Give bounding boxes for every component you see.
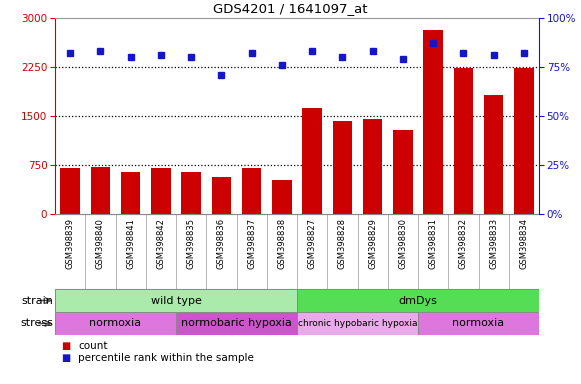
Bar — [484, 95, 504, 214]
Text: count: count — [78, 341, 107, 351]
Text: normoxia: normoxia — [89, 318, 142, 328]
Text: chronic hypobaric hypoxia: chronic hypobaric hypoxia — [297, 319, 417, 328]
Bar — [302, 108, 322, 214]
Text: GSM398830: GSM398830 — [399, 218, 407, 269]
Bar — [176, 312, 297, 335]
Text: GSM398828: GSM398828 — [338, 218, 347, 269]
Bar — [121, 172, 141, 214]
Bar — [332, 121, 352, 214]
Bar — [91, 167, 110, 214]
Bar — [418, 312, 539, 335]
Text: GSM398832: GSM398832 — [459, 218, 468, 269]
Text: GSM398841: GSM398841 — [126, 218, 135, 269]
Text: strain: strain — [21, 296, 53, 306]
Text: normobaric hypoxia: normobaric hypoxia — [181, 318, 292, 328]
Bar — [514, 68, 534, 214]
Text: GSM398842: GSM398842 — [156, 218, 166, 269]
Text: GSM398837: GSM398837 — [247, 218, 256, 269]
Text: wild type: wild type — [150, 296, 202, 306]
Text: GSM398836: GSM398836 — [217, 218, 226, 269]
Bar — [181, 172, 201, 214]
Text: normoxia: normoxia — [453, 318, 504, 328]
Text: GSM398834: GSM398834 — [519, 218, 528, 269]
Bar — [297, 289, 539, 312]
Text: percentile rank within the sample: percentile rank within the sample — [78, 353, 254, 363]
Bar — [55, 312, 176, 335]
Bar — [211, 177, 231, 214]
Text: GSM398833: GSM398833 — [489, 218, 498, 269]
Text: GSM398838: GSM398838 — [277, 218, 286, 269]
Text: dmDys: dmDys — [399, 296, 437, 306]
Text: GSM398827: GSM398827 — [307, 218, 317, 269]
Bar — [454, 68, 473, 214]
Bar — [363, 119, 382, 214]
Text: GSM398835: GSM398835 — [187, 218, 196, 269]
Bar — [297, 312, 418, 335]
Bar — [60, 168, 80, 214]
Bar — [242, 167, 261, 214]
Text: ■: ■ — [61, 353, 70, 363]
Bar — [272, 180, 292, 214]
Text: GDS4201 / 1641097_at: GDS4201 / 1641097_at — [213, 3, 368, 15]
Text: GSM398840: GSM398840 — [96, 218, 105, 269]
Bar — [55, 289, 297, 312]
Bar — [393, 131, 413, 214]
Text: GSM398829: GSM398829 — [368, 218, 377, 269]
Text: GSM398831: GSM398831 — [429, 218, 437, 269]
Text: ■: ■ — [61, 341, 70, 351]
Bar — [151, 168, 171, 214]
Text: stress: stress — [20, 318, 53, 328]
Bar — [424, 30, 443, 214]
Text: GSM398839: GSM398839 — [66, 218, 74, 269]
